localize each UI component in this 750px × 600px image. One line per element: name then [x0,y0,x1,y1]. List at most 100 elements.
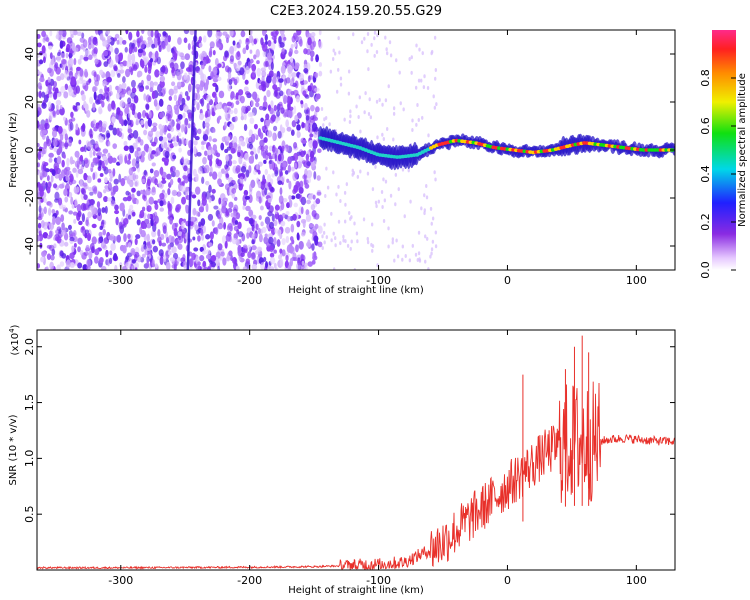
noise-speckle [143,169,147,176]
noise-speckle [86,109,91,118]
noise-speckle [258,84,264,91]
noise-speckle [131,211,136,217]
noise-speckle [70,196,74,205]
noise-speckle [258,233,263,243]
noise-speckle [145,85,150,90]
noise-speckle [131,59,136,65]
noise-speckle [157,236,162,243]
noise-speckle [233,210,237,219]
snr-axes: -300 -200 -100 0 100 0.5 1.0 1.5 2.0 [23,330,675,587]
noise-speckle [266,75,272,84]
noise-speckle [243,189,249,196]
noise-speckle [245,258,251,265]
noise-speckle [284,170,289,175]
faint-speckle [321,245,324,250]
noise-speckle [193,145,197,155]
noise-speckle [265,113,270,121]
noise-speckle [107,103,112,112]
noise-speckle [69,122,74,131]
noise-speckle [137,112,142,120]
noise-speckle [136,147,141,152]
noise-speckle [125,68,131,78]
noise-speckle [119,202,125,212]
noise-speckle [249,183,253,192]
noise-speckle [146,260,150,269]
noise-speckle [285,211,290,216]
spectrogram-xtick-label: -200 [237,274,262,287]
noise-speckle [200,218,206,226]
noise-speckle [69,237,75,242]
noise-speckle [92,36,98,45]
noise-speckle [193,140,198,146]
noise-speckle [47,207,52,216]
noise-speckle [147,244,153,249]
noise-speckle [224,183,231,191]
noise-speckle [109,36,115,46]
faint-speckle [422,85,426,90]
faint-speckle [430,251,433,256]
faint-speckle [376,135,379,140]
noise-speckle [305,176,312,184]
noise-speckle [86,258,91,268]
noise-speckle [218,90,225,99]
noise-speckle [240,30,246,38]
faint-speckle [335,192,338,197]
noise-speckle [214,95,218,105]
noise-speckle [236,44,241,49]
faint-speckle [355,104,358,109]
noise-speckle [209,40,216,48]
faint-speckle [401,167,405,172]
noise-speckle [137,48,144,54]
noise-speckle [223,121,228,130]
noise-speckle [310,104,315,112]
noise-speckle [297,36,303,45]
noise-speckle [148,196,154,205]
noise-speckle [144,249,148,256]
noise-speckle [66,157,70,167]
noise-speckle [222,257,227,266]
noise-speckle [237,244,242,253]
faint-speckle [329,69,333,74]
noise-speckle [79,179,83,187]
noise-speckle [278,254,282,260]
noise-speckle [159,256,164,265]
noise-speckle [218,197,222,205]
noise-speckle [300,254,306,262]
noise-speckle [75,123,79,131]
faint-speckle [339,76,343,81]
noise-speckle [81,79,87,86]
noise-speckle [101,207,106,213]
noise-speckle [294,114,299,123]
colorbar-label: Normalized spectral amplitude [737,73,748,227]
faint-speckle [404,253,407,258]
noise-speckle [80,187,85,194]
noise-speckle [66,37,73,44]
faint-speckle [353,267,357,270]
faint-speckle [343,219,347,224]
noise-speckle [60,52,65,59]
noise-speckle [217,243,223,251]
noise-speckle [153,136,158,145]
faint-speckle [389,193,393,198]
noise-speckle [283,36,287,41]
noise-speckle [119,63,124,70]
noise-speckle [205,78,210,86]
noise-speckle [205,249,211,255]
noise-speckle [88,36,92,46]
noise-speckle [154,69,160,78]
noise-speckle [246,105,251,112]
noise-speckle [293,141,298,149]
faint-speckle [394,202,397,207]
noise-speckle [191,207,197,216]
noise-speckle [40,220,45,229]
noise-speckle [308,223,315,228]
noise-speckle [148,147,152,154]
noise-speckle [38,205,42,214]
noise-speckle [147,118,152,127]
noise-speckle [167,244,172,250]
faint-speckle [408,57,411,62]
noise-speckle [154,263,158,269]
noise-speckle [186,95,191,101]
noise-speckle [217,213,222,220]
noise-speckle [107,168,112,174]
